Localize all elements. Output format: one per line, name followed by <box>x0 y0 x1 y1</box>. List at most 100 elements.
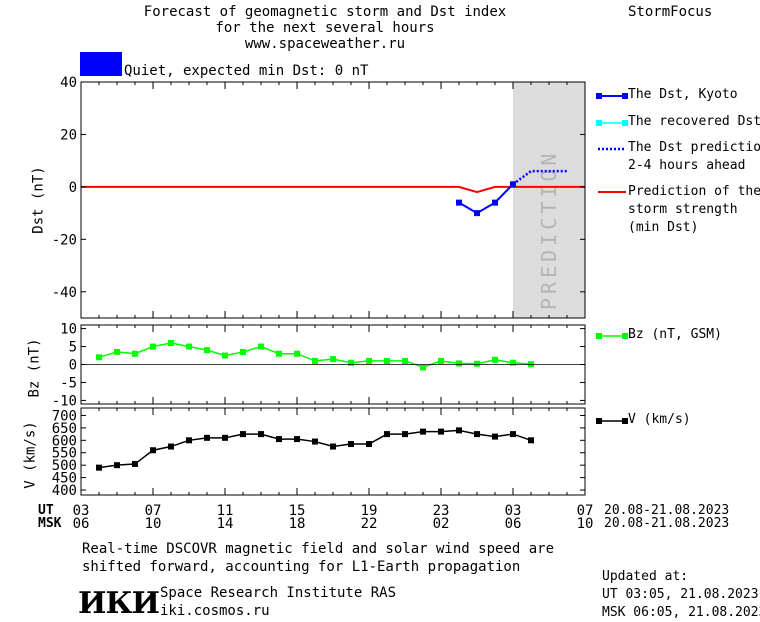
bz-point <box>474 360 480 367</box>
bz-point <box>114 348 120 355</box>
legend-v: V (km/s) <box>628 412 691 427</box>
legend-dst-recovered: The recovered Dst <box>628 114 760 129</box>
y-tick-label: 0 <box>69 358 77 374</box>
bz-point <box>168 339 174 346</box>
v-point <box>528 437 534 444</box>
v-point <box>348 441 354 448</box>
y-tick-label: 600 <box>52 433 77 449</box>
legend-storm-strength: Prediction of the storm strength (min Ds… <box>628 183 760 237</box>
y-tick-label: -20 <box>52 232 77 248</box>
v-point <box>438 428 444 435</box>
ut-date-range: 20.08-21.08.2023 <box>604 503 730 518</box>
legend-glyph-dst-recovered-marker <box>622 120 628 126</box>
v-point <box>168 443 174 450</box>
y-tick-label: 700 <box>52 408 77 424</box>
panel-frame <box>80 81 586 319</box>
bz-point <box>132 350 138 357</box>
v-point <box>420 428 426 435</box>
y-tick-label: 650 <box>52 421 77 437</box>
bz-point <box>456 360 462 367</box>
legend-dst-prediction-line-1: The Dst prediction <box>628 140 760 155</box>
bz-point <box>186 343 192 350</box>
legend-storm-line-3: (min Dst) <box>628 220 699 235</box>
v-point <box>222 434 228 441</box>
institute-site-link[interactable]: iki.cosmos.ru <box>160 603 270 619</box>
panel-frame <box>80 407 586 496</box>
legend-glyph-bz-marker <box>622 333 628 339</box>
v-point <box>384 431 390 438</box>
v-point <box>510 431 516 438</box>
v-axis-label: V (km/s) <box>22 421 39 489</box>
update-info: Updated at: UT 03:05, 21.08.2023 MSK 06:… <box>602 568 760 622</box>
bz-point <box>402 357 408 364</box>
title-line-2: for the next several hours <box>215 20 435 36</box>
updated-label: Updated at: <box>602 569 689 584</box>
ut-axis-label: UT <box>38 503 54 518</box>
bz-point <box>258 343 264 350</box>
legend-bz: Bz (nT, GSM) <box>628 327 722 342</box>
bz-point <box>420 364 426 371</box>
brand-name: StormFocus <box>628 4 713 20</box>
storm-strength-line <box>81 185 585 194</box>
y-tick-label: 20 <box>60 127 77 143</box>
chart-title: Forecast of geomagnetic storm and Dst in… <box>100 4 550 52</box>
msk-date-range: 20.08-21.08.2023 <box>604 516 730 531</box>
ut-tick-label: 03 <box>505 503 522 519</box>
bz-point <box>330 356 336 363</box>
dst-kyoto-point <box>474 210 480 217</box>
ut-tick-label: 15 <box>289 503 306 519</box>
bz-point <box>438 357 444 364</box>
bz-point <box>276 350 282 357</box>
bz-point <box>240 348 246 355</box>
panel-group: PREDICTION <box>513 82 585 318</box>
ut-tick-label: 23 <box>433 503 450 519</box>
ut-tick-label: 03 <box>73 503 90 519</box>
msk-tick-label: 10 <box>577 516 594 532</box>
v-point <box>258 431 264 438</box>
updated-ut: UT 03:05, 21.08.2023 <box>602 587 759 602</box>
y-tick-label: -40 <box>52 285 77 301</box>
bz-point <box>492 356 498 363</box>
prediction-zone <box>513 82 585 318</box>
v-point <box>276 436 282 443</box>
y-tick-label: 450 <box>52 471 77 487</box>
legend-glyph-dst-kyoto-marker <box>596 93 602 99</box>
updated-msk: MSK 06:05, 21.08.2023 <box>602 605 760 620</box>
bz-point <box>150 343 156 350</box>
v-point <box>366 441 372 448</box>
prediction-label: PREDICTION <box>537 150 561 310</box>
legend-dst-kyoto: The Dst, Kyoto <box>628 87 738 102</box>
msk-tick-label: 10 <box>145 516 162 532</box>
v-point <box>456 427 462 434</box>
legend-glyph-v-marker <box>622 418 628 424</box>
bz-axis-label: Bz (nT) <box>26 338 43 398</box>
dst-axis-label: Dst (nT) <box>30 166 47 234</box>
v-point <box>186 437 192 444</box>
msk-tick-label: 06 <box>73 516 90 532</box>
legend-glyph-dst-recovered-marker <box>596 120 602 126</box>
institute-name: Space Research Institute RAS <box>160 585 397 601</box>
series-group <box>81 169 585 471</box>
ut-tick-label: 19 <box>361 503 378 519</box>
bz-point <box>312 357 318 364</box>
v-point <box>474 431 480 438</box>
iki-logo: ИКИ <box>78 586 160 621</box>
v-point <box>330 443 336 450</box>
ut-tick-label: 11 <box>217 503 234 519</box>
v-line <box>98 429 532 469</box>
footer-note: Real-time DSCOVR magnetic field and sola… <box>82 541 555 575</box>
ut-tick-label: 07 <box>577 503 594 519</box>
v-point <box>402 431 408 438</box>
bz-point <box>384 357 390 364</box>
v-point <box>294 436 300 443</box>
bz-point <box>96 354 102 361</box>
institute-info[interactable]: Space Research Institute RAS iki.cosmos.… <box>160 584 396 620</box>
msk-tick-label: 02 <box>433 516 450 532</box>
status-text: Quiet, expected min Dst: 0 nT <box>124 63 369 79</box>
legend-dst-prediction: The Dst prediction 2-4 hours ahead <box>628 139 760 175</box>
bz-point <box>348 359 354 366</box>
bz-point <box>222 352 228 359</box>
legend-glyph-bz-marker <box>596 333 602 339</box>
y-tick-label: 40 <box>60 75 77 91</box>
v-point <box>204 434 210 441</box>
